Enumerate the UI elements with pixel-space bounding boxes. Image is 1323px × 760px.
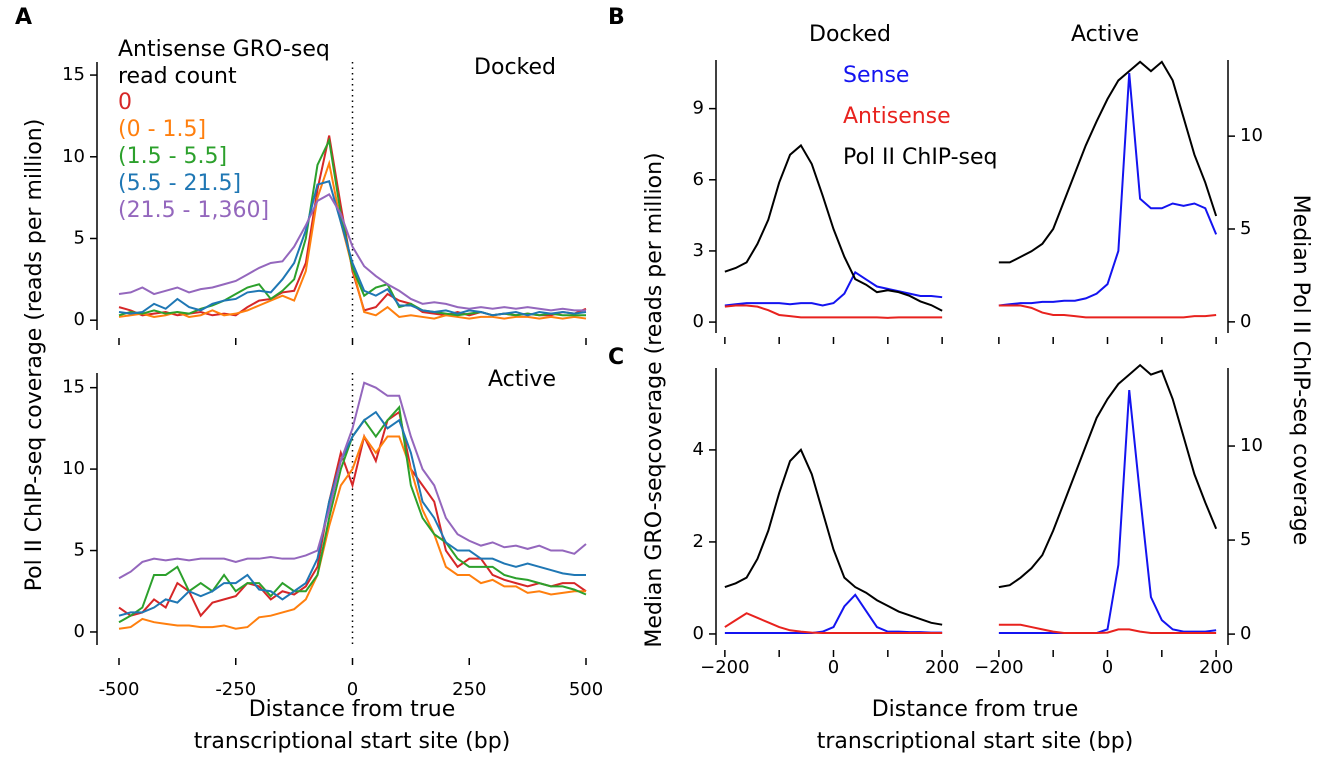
x-axis-label: transcriptional start site (bp) — [194, 729, 511, 754]
x-tick-label: 0 — [1102, 657, 1113, 678]
y-tick-label: 5 — [74, 227, 85, 248]
legend-entry: Sense — [843, 63, 909, 88]
y2-tick-label: 5 — [1240, 529, 1251, 550]
legend-entry: Antisense — [843, 104, 951, 129]
annotation: Docked — [474, 55, 556, 80]
y-tick-label: 9 — [693, 98, 704, 119]
y-tick-label: 0 — [693, 623, 704, 644]
x-tick-label: −200 — [974, 657, 1023, 678]
panel-label: B — [608, 5, 625, 30]
x-axis-label: Distance from true — [872, 697, 1079, 722]
data-line — [724, 593, 943, 635]
y-axis-label: Pol II ChIP-seq coverage (reads per mill… — [22, 119, 47, 592]
y-tick-label: 3 — [693, 240, 704, 261]
y2-tick-label: 0 — [1240, 623, 1251, 644]
y-tick-label: 10 — [62, 458, 85, 479]
annotation: Active — [488, 367, 556, 392]
x-tick-label: 0 — [828, 657, 839, 678]
x-axis-label: transcriptional start site (bp) — [817, 729, 1134, 754]
data-line — [998, 363, 1218, 589]
y-tick-label: 0 — [74, 621, 85, 642]
legend-entry: (5.5 - 21.5] — [118, 171, 241, 196]
data-line — [118, 193, 586, 312]
legend-entry: (1.5 - 5.5] — [118, 144, 227, 169]
data-line — [724, 448, 943, 626]
data-line — [724, 143, 943, 312]
x-tick-label: 200 — [1199, 657, 1233, 678]
subplot-title: Docked — [809, 22, 891, 47]
y-tick-label: 0 — [693, 311, 704, 332]
data-line — [118, 381, 587, 580]
legend-title: read count — [118, 64, 237, 89]
y-tick-label: 0 — [74, 309, 85, 330]
y-tick-label: 15 — [62, 64, 85, 85]
x-tick-label: 250 — [452, 679, 486, 700]
data-line — [998, 72, 1218, 307]
y-tick-label: 6 — [693, 169, 704, 190]
x-axis-label: Distance from true — [249, 697, 456, 722]
x-tick-label: 200 — [925, 657, 959, 678]
x-tick-label: 0 — [347, 679, 358, 700]
y2-axis-label: Median Pol II ChIP-seq coverage — [1288, 195, 1313, 546]
y-tick-label: 10 — [62, 146, 85, 167]
subplot-title: Active — [1071, 22, 1139, 47]
x-tick-label: 500 — [569, 679, 603, 700]
data-line — [118, 434, 586, 630]
y2-tick-label: 5 — [1240, 218, 1251, 239]
y-tick-label: 2 — [693, 531, 704, 552]
data-line — [118, 410, 586, 617]
data-line — [998, 60, 1218, 264]
data-line — [724, 612, 943, 635]
y2-tick-label: 10 — [1240, 435, 1263, 456]
x-tick-label: -500 — [99, 679, 140, 700]
data-line — [118, 137, 586, 317]
panel-label: C — [608, 345, 624, 370]
x-tick-label: -250 — [215, 679, 256, 700]
y-axis-label: Median GRO-seqcoverage (reads per millio… — [642, 152, 667, 647]
data-line — [998, 389, 1217, 635]
data-line — [724, 304, 943, 319]
y-tick-label: 5 — [74, 540, 85, 561]
legend-entry: (21.5 - 1,360] — [118, 198, 269, 223]
data-line — [998, 304, 1217, 319]
y-tick-label: 4 — [693, 439, 704, 460]
data-line — [998, 623, 1217, 635]
data-line — [118, 180, 587, 317]
y-tick-label: 15 — [62, 377, 85, 398]
y2-tick-label: 0 — [1240, 311, 1251, 332]
legend-entry: (0 - 1.5] — [118, 117, 206, 142]
y2-tick-label: 10 — [1240, 125, 1263, 146]
legend-entry: Pol II ChIP-seq — [843, 145, 998, 170]
data-line — [118, 410, 587, 618]
legend-entry: 0 — [118, 90, 132, 115]
data-line — [118, 404, 587, 624]
data-line — [724, 270, 943, 307]
legend-title: Antisense GRO-seq — [118, 37, 330, 62]
panel-label: A — [15, 5, 32, 30]
x-tick-label: −200 — [700, 657, 749, 678]
